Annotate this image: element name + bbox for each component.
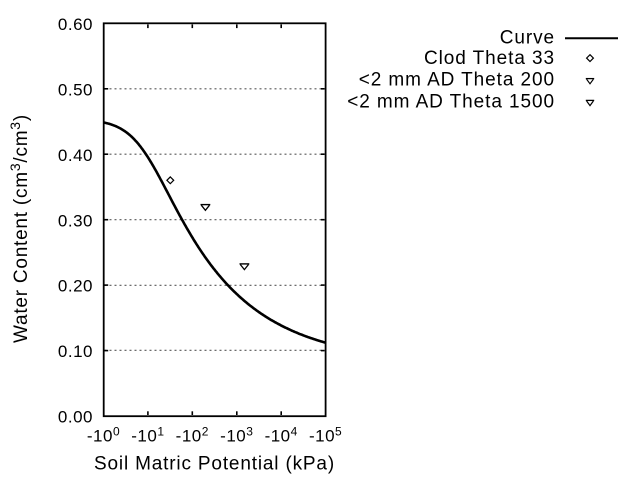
svg-text:0.50: 0.50 bbox=[58, 80, 93, 99]
svg-text:-104: -104 bbox=[265, 425, 298, 446]
svg-text:0.20: 0.20 bbox=[58, 277, 93, 296]
svg-text:Soil Matric Potential (kPa): Soil Matric Potential (kPa) bbox=[94, 454, 335, 475]
svg-text:0.60: 0.60 bbox=[58, 15, 93, 34]
svg-text:<2 mm AD Theta 1500: <2 mm AD Theta 1500 bbox=[347, 92, 555, 113]
svg-text:-103: -103 bbox=[220, 425, 253, 446]
svg-text:Water Content (cm3/cm3): Water Content (cm3/cm3) bbox=[7, 114, 32, 343]
svg-text:0.30: 0.30 bbox=[58, 211, 93, 230]
svg-text:-100: -100 bbox=[87, 425, 120, 446]
svg-text:0.10: 0.10 bbox=[58, 342, 93, 361]
svg-text:<2 mm AD Theta 200: <2 mm AD Theta 200 bbox=[359, 70, 555, 91]
svg-text:Curve: Curve bbox=[500, 28, 555, 49]
svg-text:-102: -102 bbox=[176, 425, 209, 446]
svg-text:-105: -105 bbox=[309, 425, 342, 446]
svg-text:-101: -101 bbox=[131, 425, 164, 446]
svg-text:0.40: 0.40 bbox=[58, 146, 93, 165]
svg-text:0.00: 0.00 bbox=[58, 408, 93, 427]
svg-text:Clod Theta 33: Clod Theta 33 bbox=[424, 48, 555, 69]
